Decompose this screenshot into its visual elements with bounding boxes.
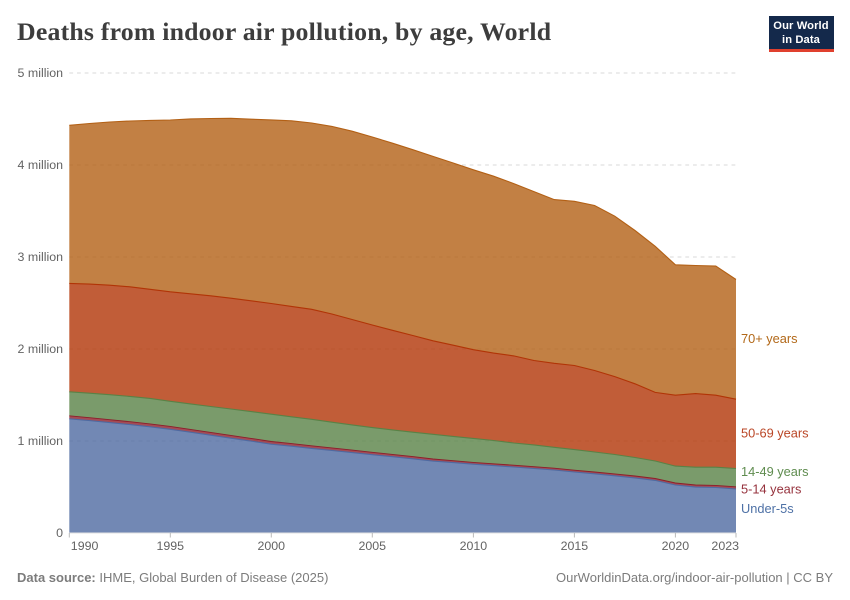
svg-text:14-49 years: 14-49 years: [741, 464, 809, 479]
svg-text:2000: 2000: [258, 539, 286, 553]
svg-text:1990: 1990: [71, 539, 99, 553]
svg-text:5 million: 5 million: [18, 66, 64, 80]
svg-text:2 million: 2 million: [18, 342, 64, 356]
svg-text:5-14 years: 5-14 years: [741, 481, 801, 496]
svg-text:Under-5s: Under-5s: [741, 501, 794, 516]
svg-text:2023: 2023: [711, 539, 739, 553]
svg-text:0: 0: [56, 526, 63, 540]
svg-text:2005: 2005: [359, 539, 387, 553]
svg-text:50-69 years: 50-69 years: [741, 426, 809, 441]
svg-text:1995: 1995: [157, 539, 185, 553]
svg-text:1 million: 1 million: [18, 434, 64, 448]
svg-text:2010: 2010: [460, 539, 488, 553]
svg-text:3 million: 3 million: [18, 250, 64, 264]
svg-text:4 million: 4 million: [18, 158, 64, 172]
svg-text:70+ years: 70+ years: [741, 331, 798, 346]
svg-text:2015: 2015: [561, 539, 589, 553]
svg-text:2020: 2020: [662, 539, 690, 553]
